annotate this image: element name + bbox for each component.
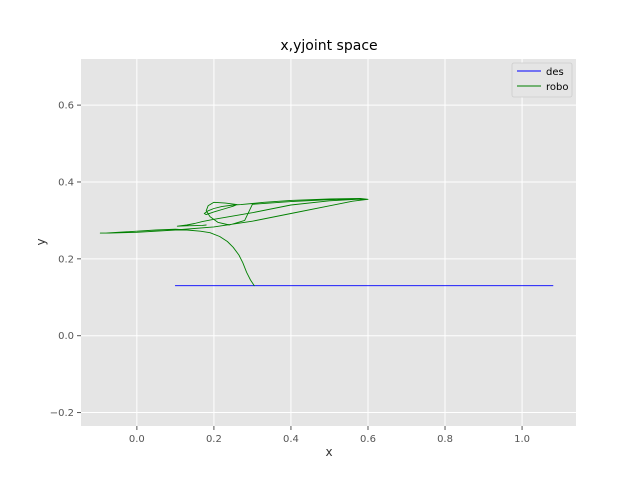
legend-label-robo: robo	[546, 82, 568, 93]
y-tick-label: 0.6	[58, 101, 74, 112]
y-tick-label: −0.2	[50, 408, 74, 419]
grid	[81, 59, 576, 426]
series-layer	[99, 198, 554, 287]
y-tick-label: 0.2	[58, 254, 74, 265]
x-tick-label: 0.4	[283, 434, 299, 445]
ticks: 0.0 0.2 0.4 0.6 0.8 1.0 −0.2 0.0 0.2 0.4 0.6	[50, 101, 530, 445]
x-tick-label: 0.0	[129, 434, 145, 445]
y-axis-label: y	[34, 238, 48, 245]
chart-title: x,yjoint space	[280, 38, 377, 54]
x-tick-label: 0.6	[360, 434, 376, 445]
legend: des robo	[511, 62, 573, 98]
x-tick-label: 0.8	[437, 434, 453, 445]
plot-background	[81, 59, 576, 426]
y-tick-label: 0.0	[58, 331, 74, 342]
y-tick-label: 0.4	[58, 177, 74, 188]
x-tick-label: 0.2	[206, 434, 222, 445]
x-axis-label: x	[325, 445, 332, 459]
series-line-robo	[99, 198, 369, 287]
x-tick-label: 1.0	[514, 434, 530, 445]
legend-label-des: des	[546, 67, 564, 78]
